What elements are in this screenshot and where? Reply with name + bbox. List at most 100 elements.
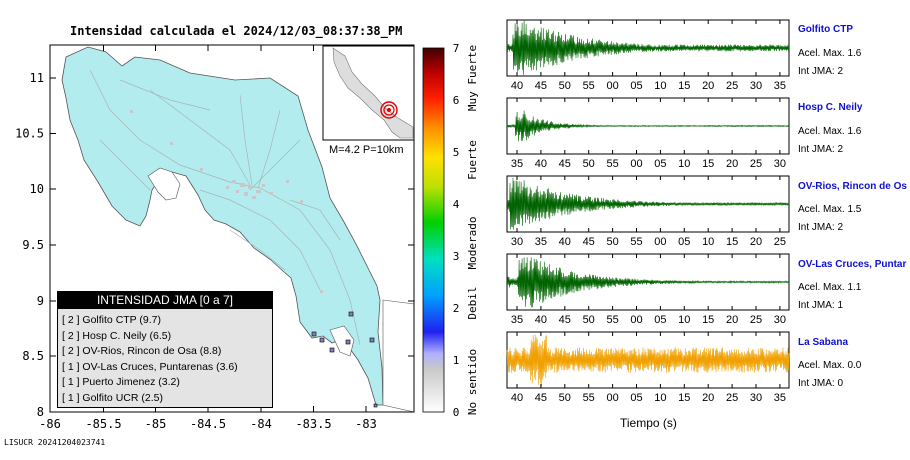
map-x-tick-label: -85.5 — [85, 417, 121, 431]
colorbar-tick-label: 1 — [453, 354, 460, 367]
epicenter-ring-mid — [383, 104, 395, 116]
seismogram-tick-label: 00 — [630, 314, 642, 326]
map-y-axis: 11 10.5 10 9.5 9 8.5 8 — [15, 71, 414, 419]
seismogram-tick-label: 40 — [535, 158, 547, 170]
seismogram-tick-label: 55 — [630, 236, 642, 248]
seismogram-tick-label: 50 — [606, 236, 618, 248]
seismogram-tick-label: 55 — [583, 80, 595, 92]
seismogram-tick-label: 40 — [511, 392, 523, 404]
seismogram-tick-label: 50 — [559, 80, 571, 92]
seismogram-trace — [506, 177, 790, 230]
location-inset: M=4.2 P=10km — [322, 45, 415, 156]
colorbar-category-label: Muy Fuerte — [466, 45, 479, 111]
seismogram-tick-label: 45 — [535, 80, 547, 92]
seismogram-tick-label: 10 — [654, 80, 666, 92]
seismogram-tick-label: 50 — [583, 314, 595, 326]
map-x-tick-label: -83 — [355, 417, 377, 431]
station-intensity: Int JMA: 2 — [798, 222, 844, 233]
seismogram-tick-label: 30 — [750, 392, 762, 404]
seismogram-tick-label: 45 — [559, 314, 571, 326]
station-accel: Acel. Max. 1.5 — [798, 204, 862, 215]
map-title: Intensidad calculada el 2024/12/03_08:37… — [70, 24, 403, 38]
seismogram-tick-label: 55 — [606, 314, 618, 326]
map-y-tick-label: 8 — [37, 405, 44, 419]
seismogram-tick-label: 15 — [702, 314, 714, 326]
seismogram-tick-label: 50 — [559, 392, 571, 404]
map-frame — [49, 44, 415, 413]
seismogram-tick-label: 45 — [535, 392, 547, 404]
epicenter-ring-outer — [380, 101, 398, 119]
seismogram-trace — [506, 334, 790, 387]
station-intensity: Int JMA: 2 — [798, 144, 844, 155]
seismogram-panels: 40 45 50 55 00 05 10 15 20 25 30 35 35 40 45 50 55 00 05 10… — [506, 19, 790, 404]
station-markers — [311, 311, 378, 408]
seismogram-trace — [506, 110, 790, 142]
seismogram-tick-label: 05 — [678, 236, 690, 248]
seismogram-tick-label: 20 — [702, 80, 714, 92]
seismogram-tick-label: 50 — [583, 158, 595, 170]
seismogram-tick-label: 10 — [702, 236, 714, 248]
station-accel: Acel. Max. 1.6 — [798, 126, 862, 137]
seismogram-tick-label: 00 — [606, 392, 618, 404]
footer-id: LISUCR 20241204023741 — [4, 438, 106, 447]
seismogram-tick-label: 30 — [750, 80, 762, 92]
colorbar-tick-label: 0 — [453, 406, 460, 419]
legend-row: [ 2 ] Hosp C. Neily (6.5) — [62, 329, 172, 342]
seismogram-tick-label: 10 — [678, 158, 690, 170]
legend-row: [ 2 ] OV-Rios, Rincon de Osa (8.8) — [62, 345, 222, 358]
legend-row: [ 1 ] Golfito UCR (2.5) — [62, 391, 163, 404]
map-y-tick-label: 9 — [37, 294, 44, 308]
map-x-tick-label: -85 — [145, 417, 167, 431]
map-y-tick-label: 10.5 — [15, 127, 44, 141]
seismogram-tick-label: 05 — [630, 392, 642, 404]
colorbar-tick-label: 7 — [453, 42, 460, 55]
station-intensity: Int JMA: 2 — [798, 66, 844, 77]
seismogram-tick-label: 20 — [726, 314, 738, 326]
colorbar-tick-label: 6 — [453, 94, 460, 107]
seismogram-tick-label: 45 — [559, 158, 571, 170]
legend-title: INTENSIDAD JMA [0 a 7] — [58, 292, 272, 309]
station-name: La Sabana — [798, 337, 849, 348]
seismogram-tick-label: 40 — [535, 314, 547, 326]
station-intensity: Int JMA: 0 — [798, 378, 844, 389]
seismogram-tick-label: 55 — [583, 392, 595, 404]
station-accel: Acel. Max. 1.6 — [798, 48, 862, 59]
intensity-legend: INTENSIDAD JMA [0 a 7] [ 2 ] Golfito CTP… — [57, 291, 273, 408]
seismogram-tick-label: 30 — [774, 158, 786, 170]
seismogram-tick-label: 35 — [511, 158, 523, 170]
colorbar-category-label: Fuerte — [466, 140, 479, 180]
map-x-tick-label: -83.5 — [295, 417, 331, 431]
map-x-tick-label: -86 — [39, 417, 61, 431]
colorbar-categories: No sentido Debil Moderado Fuerte Muy Fuerte — [466, 45, 479, 415]
seismogram-tick-label: 55 — [606, 158, 618, 170]
station-name: Hosp C. Neily — [798, 102, 863, 113]
colorbar-category-label: Debil — [466, 286, 479, 319]
seismogram-tick-label: 00 — [654, 236, 666, 248]
colorbar-tick-label: 4 — [453, 198, 460, 211]
seismogram-tick-label: 05 — [630, 80, 642, 92]
seismogram-tick-label: 30 — [511, 236, 523, 248]
seismogram-tick-label: 05 — [654, 314, 666, 326]
seismogram-tick-label: 25 — [726, 80, 738, 92]
costa-rica-landmass — [61, 46, 384, 406]
seismogram-tick-label: 30 — [774, 314, 786, 326]
seismogram-tick-label: 25 — [726, 392, 738, 404]
legend-row: [ 1 ] OV-Las Cruces, Puntarenas (3.6) — [62, 360, 238, 373]
urban-points — [130, 110, 323, 293]
station-intensity: Int JMA: 1 — [798, 300, 844, 311]
time-axis-label: Tiempo (s) — [620, 416, 677, 430]
seismogram-tick-label: 10 — [654, 392, 666, 404]
map-x-tick-label: -84.5 — [190, 417, 226, 431]
seismogram-tick-label: 00 — [606, 80, 618, 92]
seismogram-tick-label: 25 — [750, 314, 762, 326]
colorbar-ticks: 0 1 2 3 4 5 6 7 — [453, 42, 460, 419]
seismogram-tick-label: 10 — [678, 314, 690, 326]
seismogram-tick-label: 20 — [750, 236, 762, 248]
seismogram-tick-label: 20 — [726, 158, 738, 170]
seismogram-tick-label: 25 — [774, 236, 786, 248]
intensity-colorbar — [422, 47, 445, 413]
map-y-tick-label: 11 — [30, 71, 44, 85]
colorbar-tick-label: 3 — [453, 250, 460, 263]
seismogram-tick-label: 15 — [726, 236, 738, 248]
